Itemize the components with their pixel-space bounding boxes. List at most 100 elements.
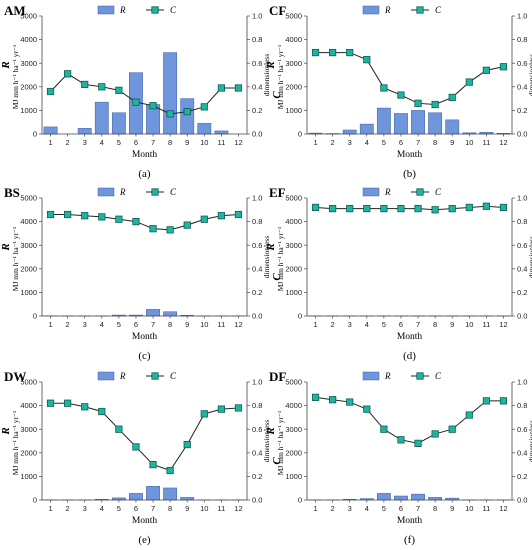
tick-label-left: 4000 (285, 401, 302, 410)
point-c-month-5 (115, 425, 123, 433)
point-c-month-5 (380, 84, 388, 92)
point-c-month-4 (363, 205, 371, 213)
tick-label-x: 1 (48, 504, 52, 513)
tick-label-left: 1000 (20, 472, 37, 481)
point-c-month-12 (499, 397, 508, 405)
legend-label-c: C (435, 371, 442, 381)
legend-label-c: C (435, 187, 442, 197)
tick-label-right: 1.0 (252, 194, 262, 203)
tick-label-right: 0.0 (517, 130, 527, 139)
tick-label-x: 12 (234, 138, 242, 147)
tick-label-x: 10 (465, 138, 473, 147)
bar-r-month-5 (376, 493, 391, 501)
tick-label-left: 0 (298, 496, 302, 505)
point-c-month-5 (115, 86, 123, 94)
x-axis-label: Month (397, 332, 423, 342)
point-c-month-10 (465, 78, 473, 86)
tick-label-x: 5 (382, 504, 386, 513)
tick-label-x: 11 (482, 138, 490, 147)
tick-label-left: 2000 (20, 82, 37, 91)
tick-label-right: 1.0 (517, 378, 527, 387)
tick-label-x: 5 (117, 320, 121, 329)
tick-label-right: 0.6 (252, 59, 262, 68)
tick-label-x: 6 (134, 504, 138, 513)
tick-label-x: 7 (416, 320, 420, 329)
tick-label-right: 0.8 (252, 217, 262, 226)
tick-label-left: 2000 (285, 82, 302, 91)
legend-swatch-r (362, 5, 380, 15)
tick-label-x: 1 (313, 504, 317, 513)
tick-label-right: 0.0 (252, 312, 262, 321)
point-c-month-10 (200, 103, 208, 111)
tick-label-left: 1000 (285, 106, 302, 115)
tick-label-right: 1.0 (252, 12, 262, 21)
legend-label-r: R (384, 187, 391, 197)
point-c-month-7 (414, 99, 422, 107)
tick-label-x: 6 (134, 138, 138, 147)
legend-label-r: R (119, 371, 126, 381)
tick-label-right: 0.0 (517, 312, 527, 321)
point-c-month-1 (46, 87, 55, 96)
tick-label-x: 6 (399, 138, 403, 147)
point-c-month-7 (414, 205, 422, 213)
series-line-c (315, 205, 504, 211)
tick-label-left: 4000 (285, 217, 302, 226)
point-c-month-7 (149, 460, 157, 469)
point-c-month-1 (311, 203, 320, 212)
point-c-month-10 (200, 215, 208, 223)
point-c-month-8 (431, 100, 439, 109)
tick-label-left: 4000 (20, 401, 37, 410)
y-left-axis-symbol: R (265, 243, 277, 251)
tick-label-left: 1000 (285, 472, 302, 481)
point-c-month-8 (166, 110, 174, 118)
point-c-month-8 (431, 430, 439, 438)
point-c-month-8 (166, 466, 174, 475)
bar-r-month-6 (394, 495, 408, 501)
point-c-month-5 (380, 425, 388, 433)
point-c-month-10 (465, 411, 473, 419)
x-axis-label: Month (132, 332, 158, 342)
tick-label-x: 1 (313, 320, 317, 329)
point-c-month-9 (183, 221, 191, 229)
legend-swatch-r (362, 371, 380, 381)
point-c-month-9 (183, 440, 191, 449)
y-right-axis-unit: dimensionless (262, 54, 271, 97)
y-right-axis-symbol: C (271, 91, 283, 99)
point-c-month-3 (81, 80, 89, 89)
bar-r-month-8 (163, 311, 178, 317)
tick-label-x: 4 (100, 320, 104, 329)
bar-r-month-7 (411, 493, 425, 501)
tick-label-right: 0.6 (517, 241, 527, 250)
point-c-month-1 (311, 393, 320, 401)
tick-label-right: 0.4 (252, 82, 262, 91)
tick-label-right: 0.6 (517, 425, 527, 434)
tick-label-x: 3 (83, 504, 87, 513)
point-c-month-2 (329, 48, 337, 57)
tick-label-right: 0.4 (517, 82, 527, 91)
tick-label-x: 5 (117, 138, 121, 147)
y-left-axis-unit: MJ mm h⁻¹ ha⁻¹ yr⁻¹ (276, 227, 285, 291)
y-right-axis-unit: dimensionless (262, 236, 271, 279)
bar-r-month-4 (359, 123, 374, 135)
tick-label-left: 0 (298, 312, 302, 321)
bar-r-month-5 (376, 107, 391, 135)
tick-label-x: 7 (416, 504, 420, 513)
point-c-month-7 (149, 102, 157, 110)
point-c-month-2 (64, 70, 72, 78)
point-c-month-3 (346, 398, 354, 406)
point-c-month-12 (234, 210, 243, 219)
point-c-month-9 (448, 425, 456, 433)
y-left-axis-symbol: R (0, 243, 12, 251)
tick-label-right: 0.0 (517, 496, 527, 505)
tick-label-left: 2000 (285, 448, 302, 457)
tick-label-x: 12 (499, 138, 507, 147)
point-c-month-10 (200, 410, 208, 418)
tick-label-x: 11 (217, 504, 225, 513)
tick-label-x: 3 (83, 320, 87, 329)
chart-panel-ef: 0 1000 2000 3000 4000 5000 0.0 0.2 0.4 0.6 0.8 1.0 1… (265, 185, 532, 362)
tick-label-left: 5000 (285, 194, 302, 203)
bar-r-month-7 (411, 110, 425, 135)
tick-label-left: 3000 (20, 425, 37, 434)
point-c-month-12 (499, 203, 508, 212)
point-c-month-6 (397, 205, 405, 213)
